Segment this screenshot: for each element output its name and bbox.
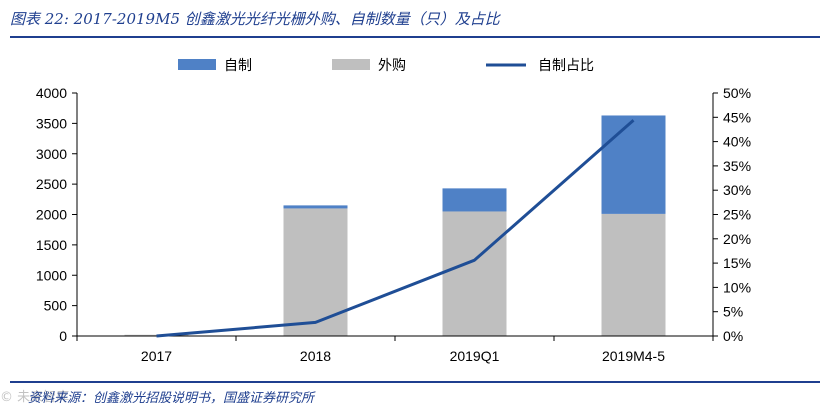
bar-purchased-2019Q1 <box>442 211 507 336</box>
right-tick-label: 20% <box>723 231 751 247</box>
left-tick-label: 2500 <box>36 176 67 192</box>
bar-purchased-2019M4-5 <box>601 213 666 336</box>
bar-self-made-2019Q1 <box>442 188 507 212</box>
legend-label-share: 自制占比 <box>538 58 594 74</box>
left-tick-label: 4000 <box>36 85 67 101</box>
right-tick-label: 15% <box>723 255 751 271</box>
left-tick-label: 3000 <box>36 146 67 162</box>
title-rule <box>10 36 820 38</box>
right-tick-label: 25% <box>723 207 751 223</box>
left-tick-label: 1000 <box>36 267 67 283</box>
right-tick-label: 50% <box>723 85 751 101</box>
bars-group <box>124 115 666 336</box>
x-tick-label: 2019Q1 <box>450 348 500 364</box>
bar-purchased-2018 <box>283 208 348 336</box>
chart-title: 图表 22: 2017-2019M5 创鑫激光光纤光栅外购、自制数量（只）及占比 <box>10 10 500 28</box>
right-tick-label: 0% <box>723 328 743 344</box>
legend-label-self-made: 自制 <box>224 58 252 74</box>
left-tick-label: 500 <box>44 298 68 314</box>
left-tick-label: 0 <box>59 328 67 344</box>
right-tick-label: 30% <box>723 182 751 198</box>
axes-group: 0 500 1000 1500 2000 2500 3000 3500 4000 0% 5% 10% 1… <box>36 85 751 364</box>
line-group <box>156 119 635 338</box>
left-tick-label: 2000 <box>36 207 67 223</box>
left-tick-label: 1500 <box>36 237 67 253</box>
bar-self-made-2019M4-5 <box>601 115 666 214</box>
right-tick-label: 10% <box>723 279 751 295</box>
share-line <box>156 119 635 338</box>
right-tick-label: 40% <box>723 134 751 150</box>
x-tick-label: 2017 <box>141 348 172 364</box>
watermark: © 未来智库 <box>0 390 70 405</box>
source-note: 资料来源：创鑫激光招股说明书，国盛证券研究所 <box>28 391 315 406</box>
source-rule <box>10 381 820 383</box>
legend-swatch-self-made <box>178 59 216 70</box>
right-tick-label: 35% <box>723 158 751 174</box>
right-tick-label: 45% <box>723 109 751 125</box>
x-tick-label: 2018 <box>300 348 331 364</box>
legend: 自制 外购 自制占比 <box>178 58 594 74</box>
bar-self-made-2018 <box>283 205 348 209</box>
legend-label-purchased: 外购 <box>378 58 406 74</box>
right-tick-label: 5% <box>723 304 743 320</box>
left-tick-label: 3500 <box>36 115 67 131</box>
x-tick-label: 2019M4-5 <box>602 348 665 364</box>
legend-swatch-purchased <box>332 59 370 70</box>
